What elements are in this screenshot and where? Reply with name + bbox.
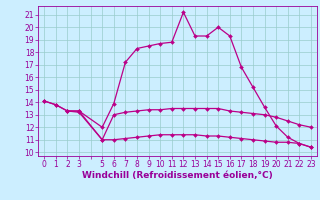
X-axis label: Windchill (Refroidissement éolien,°C): Windchill (Refroidissement éolien,°C) (82, 171, 273, 180)
